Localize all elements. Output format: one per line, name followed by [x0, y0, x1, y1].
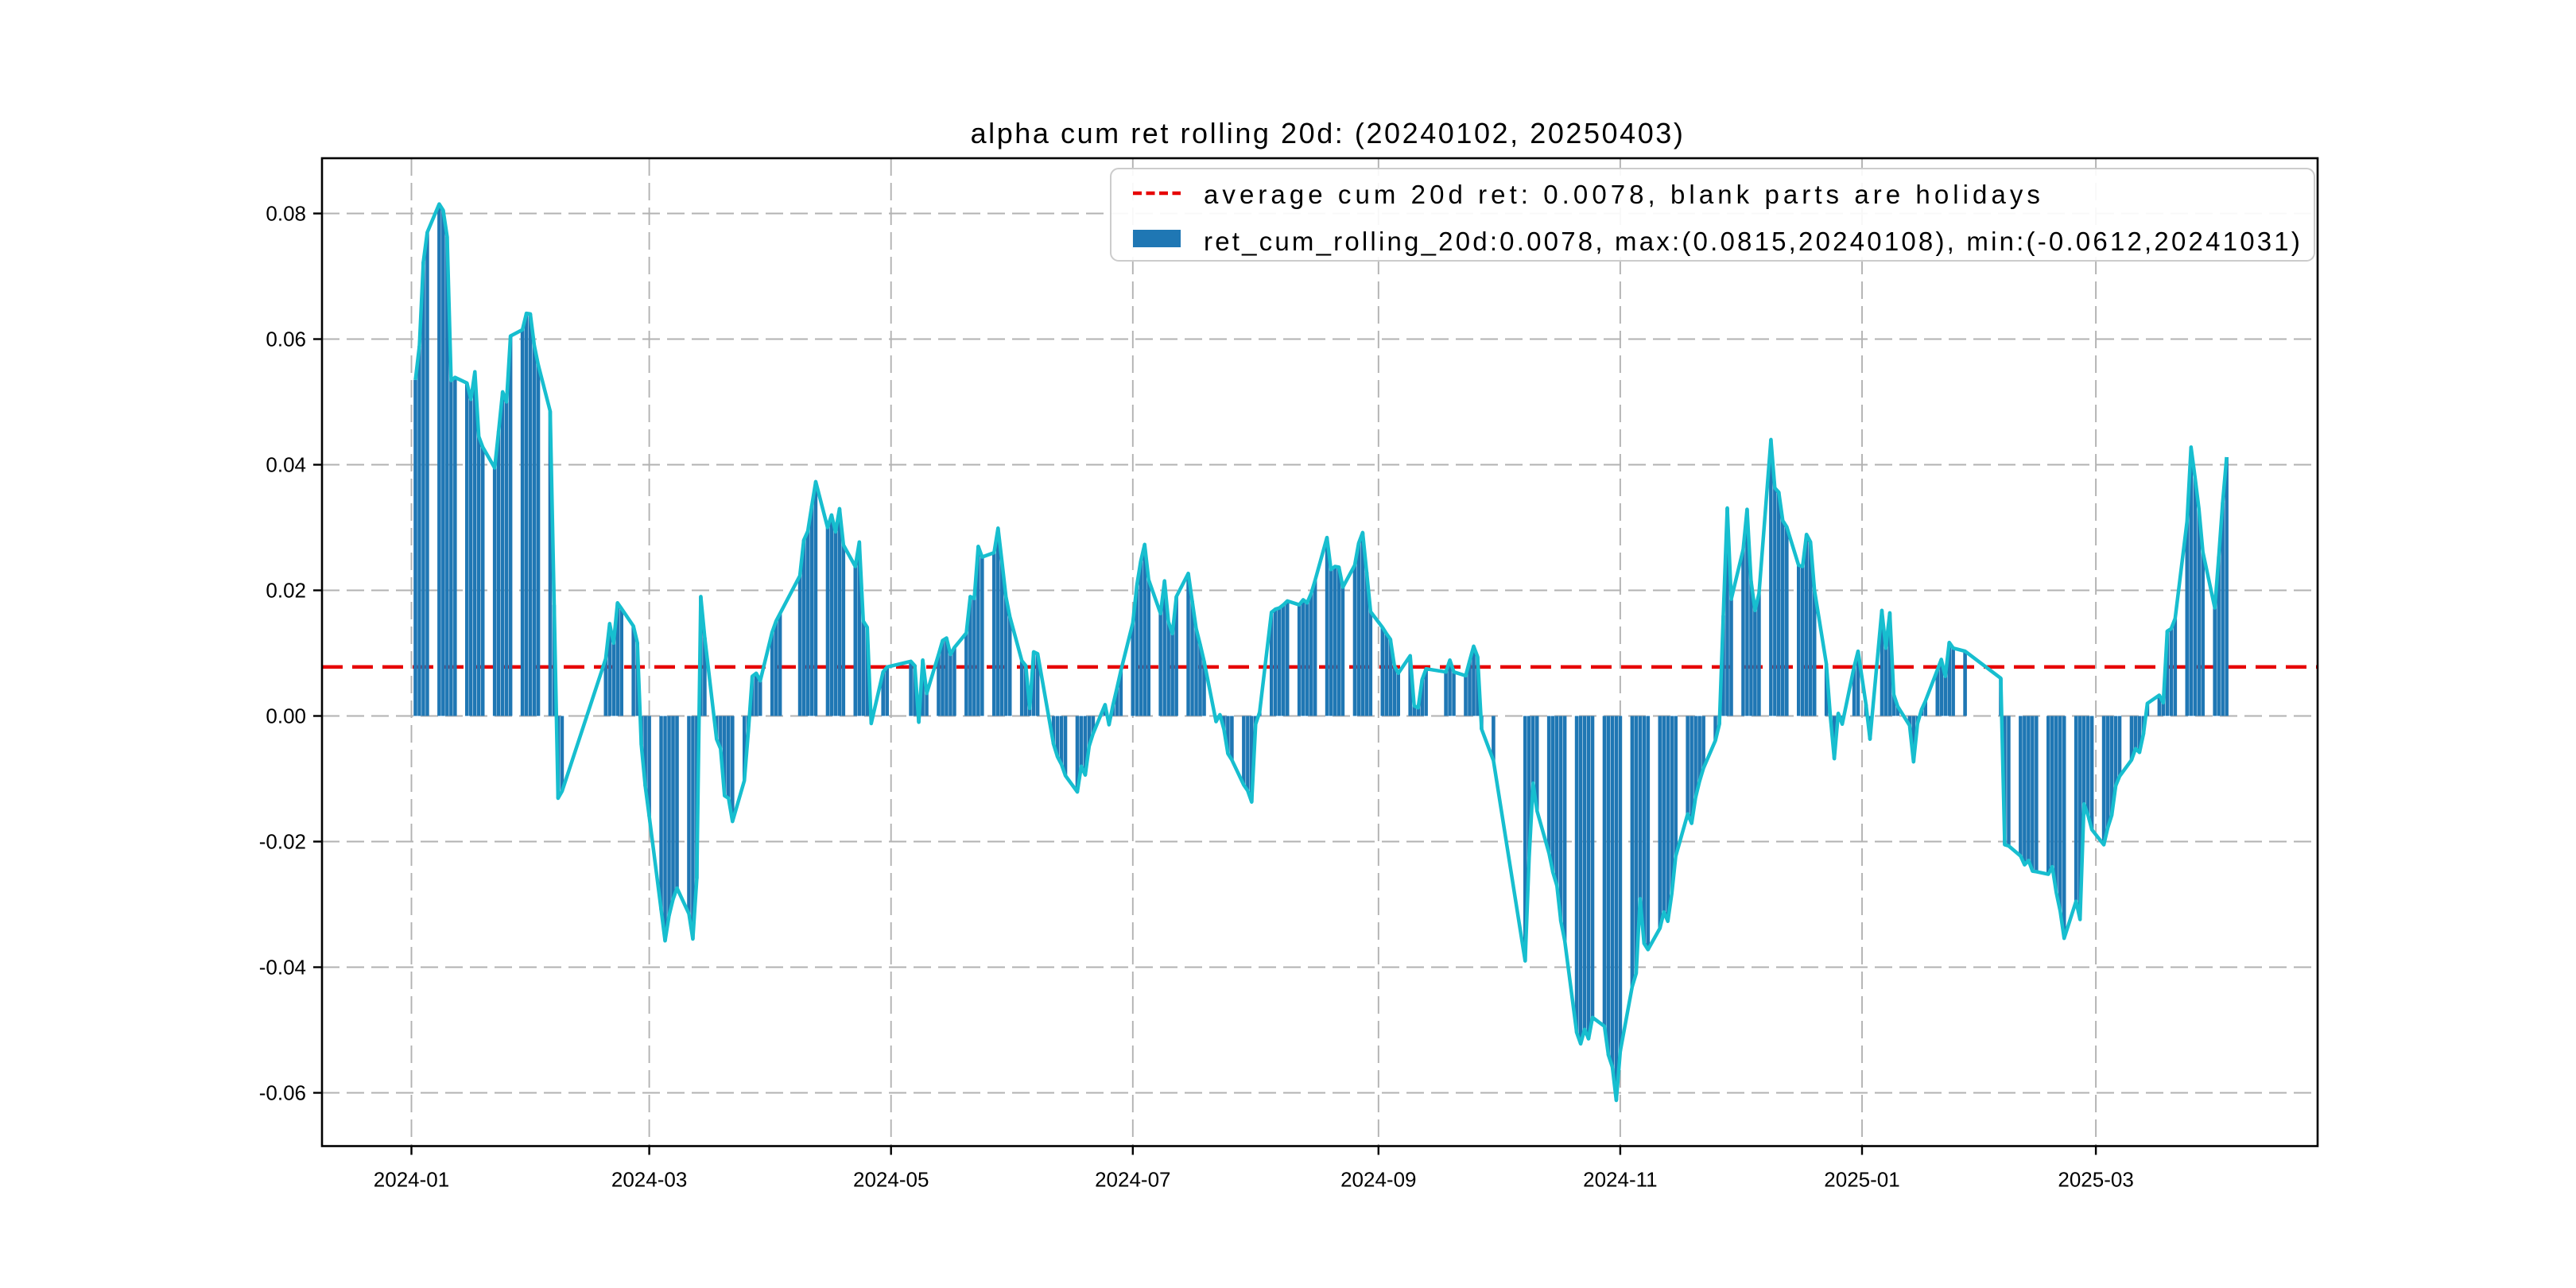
- svg-text:ret_cum_rolling_20d:0.0078, ma: ret_cum_rolling_20d:0.0078, max:(0.0815,…: [1204, 227, 2302, 256]
- svg-text:0.06: 0.06: [266, 328, 306, 351]
- svg-text:0.00: 0.00: [266, 704, 306, 728]
- svg-text:0.02: 0.02: [266, 579, 306, 603]
- svg-text:2024-09: 2024-09: [1340, 1168, 1416, 1192]
- svg-text:2024-03: 2024-03: [611, 1168, 687, 1192]
- svg-text:2024-11: 2024-11: [1583, 1168, 1658, 1192]
- svg-text:-0.02: -0.02: [259, 830, 306, 854]
- svg-text:-0.04: -0.04: [259, 956, 306, 980]
- svg-text:-0.06: -0.06: [259, 1081, 306, 1105]
- svg-text:0.08: 0.08: [266, 202, 306, 226]
- svg-text:2024-01: 2024-01: [374, 1168, 449, 1192]
- svg-text:average cum 20d ret: 0.0078, b: average cum 20d ret: 0.0078, blank parts…: [1204, 180, 2044, 209]
- svg-text:2025-01: 2025-01: [1824, 1168, 1899, 1192]
- svg-text:2024-07: 2024-07: [1095, 1168, 1170, 1192]
- svg-text:0.04: 0.04: [266, 453, 306, 477]
- svg-text:2024-05: 2024-05: [853, 1168, 929, 1192]
- svg-text:alpha cum ret rolling 20d: (20: alpha cum ret rolling 20d: (20240102, 20…: [971, 117, 1686, 149]
- svg-text:2025-03: 2025-03: [2058, 1168, 2133, 1192]
